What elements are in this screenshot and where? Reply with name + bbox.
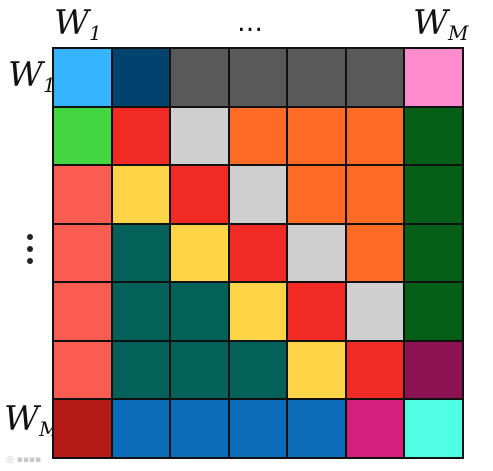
matrix-cell-r6-c7 <box>405 341 462 399</box>
matrix-cell-r2-c5 <box>288 107 345 165</box>
matrix-cell-r1-c3 <box>171 49 228 106</box>
matrix-cell-r3-c3 <box>171 166 228 223</box>
row-ellipsis <box>25 234 35 274</box>
matrix-cell-r7-c1 <box>54 400 111 457</box>
matrix-cell-r1-c4 <box>229 49 287 106</box>
matrix-cell-r3-c4 <box>229 166 287 223</box>
color-matrix-grid <box>52 47 464 459</box>
matrix-cell-r5-c2 <box>112 283 170 340</box>
matrix-cell-r4-c4 <box>229 224 287 282</box>
row-label-first: W1 <box>8 58 56 95</box>
matrix-cell-r4-c1 <box>54 224 111 282</box>
matrix-cell-r3-c6 <box>346 166 404 223</box>
column-label-last-symbol: W <box>413 3 448 43</box>
matrix-cell-r6-c5 <box>288 341 345 399</box>
matrix-cell-r7-c5 <box>288 400 345 457</box>
matrix-cell-r4-c3 <box>171 224 228 282</box>
column-label-last: WM <box>413 6 468 43</box>
matrix-cell-r2-c6 <box>346 107 404 165</box>
matrix-cell-r2-c3 <box>171 107 228 165</box>
matrix-cell-r4-c5 <box>288 224 345 282</box>
column-label-first: W1 <box>54 6 102 43</box>
matrix-cell-r7-c7 <box>405 400 462 457</box>
matrix-cell-r6-c1 <box>54 341 111 399</box>
matrix-cell-r7-c6 <box>346 400 404 457</box>
matrix-cell-r7-c4 <box>229 400 287 457</box>
column-ellipsis: … <box>237 8 263 38</box>
matrix-cell-r6-c3 <box>171 341 228 399</box>
watermark-logo: ◎ ▪▪▪▪ <box>6 455 42 465</box>
row-label-last-symbol: W <box>4 399 39 439</box>
matrix-cell-r7-c2 <box>112 400 170 457</box>
matrix-cell-r4-c2 <box>112 224 170 282</box>
matrix-cell-r2-c1 <box>54 107 111 165</box>
row-ellipsis-dot <box>27 258 33 264</box>
matrix-cell-r5-c3 <box>171 283 228 340</box>
matrix-cell-r4-c7 <box>405 224 462 282</box>
matrix-cell-r3-c1 <box>54 166 111 223</box>
column-label-first-symbol: W <box>54 3 89 43</box>
matrix-cell-r1-c7 <box>405 49 462 106</box>
matrix-cell-r6-c2 <box>112 341 170 399</box>
row-ellipsis-dot <box>27 246 33 252</box>
matrix-cell-r6-c6 <box>346 341 404 399</box>
column-label-last-subscript: M <box>447 21 469 45</box>
matrix-cell-r2-c4 <box>229 107 287 165</box>
matrix-cell-r1-c2 <box>112 49 170 106</box>
matrix-cell-r1-c1 <box>54 49 111 106</box>
matrix-cell-r2-c7 <box>405 107 462 165</box>
matrix-cell-r5-c7 <box>405 283 462 340</box>
matrix-cell-r5-c4 <box>229 283 287 340</box>
matrix-cell-r5-c5 <box>288 283 345 340</box>
matrix-cell-r4-c6 <box>346 224 404 282</box>
matrix-cell-r3-c2 <box>112 166 170 223</box>
matrix-cell-r5-c1 <box>54 283 111 340</box>
matrix-cell-r3-c5 <box>288 166 345 223</box>
matrix-cell-r1-c5 <box>288 49 345 106</box>
matrix-cell-r5-c6 <box>346 283 404 340</box>
matrix-cell-r2-c2 <box>112 107 170 165</box>
matrix-cell-r3-c7 <box>405 166 462 223</box>
matrix-cell-r6-c4 <box>229 341 287 399</box>
matrix-cell-r1-c6 <box>346 49 404 106</box>
column-label-first-subscript: 1 <box>88 21 102 45</box>
row-label-first-symbol: W <box>8 55 43 95</box>
row-ellipsis-dot <box>27 234 33 240</box>
matrix-cell-r7-c3 <box>171 400 228 457</box>
